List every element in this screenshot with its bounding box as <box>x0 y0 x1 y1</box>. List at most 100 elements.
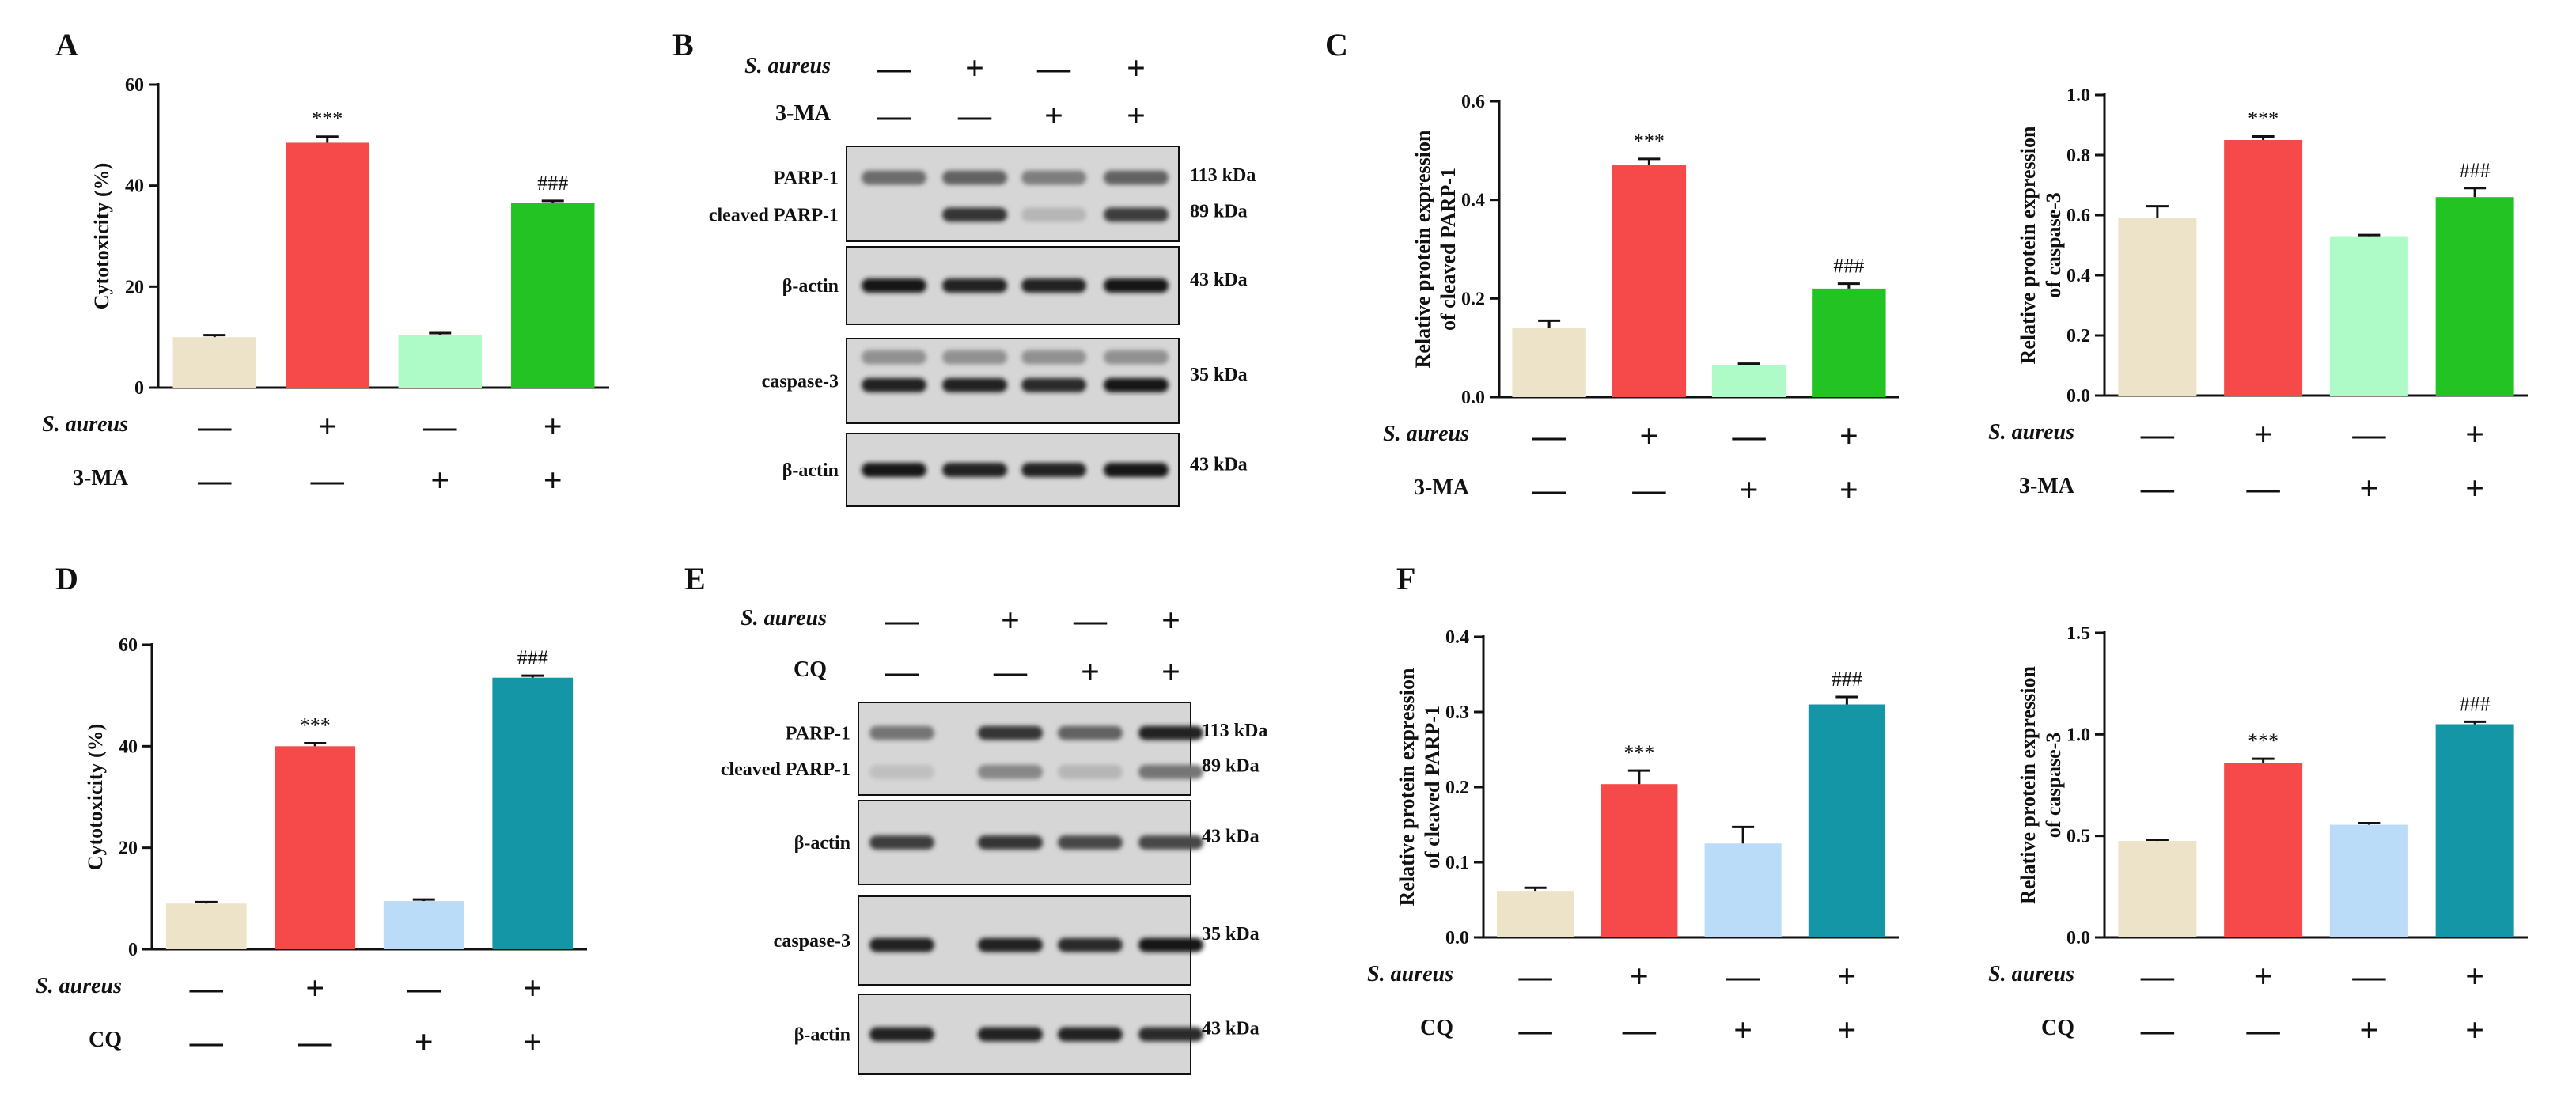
blot-strip: PARP-1 cleaved PARP-1 113 kDa 89 kDa <box>721 702 1267 796</box>
condition-sign: + <box>544 409 563 445</box>
condition-sign: + <box>2465 1013 2484 1049</box>
y-tick-label: 0.0 <box>1445 928 1469 948</box>
blot-condition-sign: + <box>1161 654 1180 691</box>
condition-label: CQ <box>89 1028 122 1052</box>
y-tick-label: 0 <box>128 940 138 960</box>
condition-sign: — <box>310 463 345 499</box>
y-axis-label-line: of cleaved PARP-1 <box>1421 706 1444 869</box>
blot-kda-label: 43 kDa <box>1190 455 1248 475</box>
condition-sign: — <box>1622 1013 1657 1049</box>
condition-sign: — <box>1518 1013 1553 1049</box>
condition-sign: + <box>318 409 337 445</box>
y-tick-label: 0.4 <box>1461 191 1485 211</box>
blot-band <box>942 278 1007 293</box>
significance-label: *** <box>312 108 343 131</box>
condition-sign: — <box>2140 471 2175 507</box>
condition-sign: — <box>407 971 441 1007</box>
blot-kda-label: 43 kDa <box>1202 827 1260 847</box>
condition-sign: — <box>2140 959 2175 995</box>
y-axis-label: Cytotoxicity (%) <box>84 724 107 871</box>
y-tick-label: 60 <box>125 75 144 96</box>
blot-kda-label: 113 kDa <box>1190 165 1256 186</box>
condition-label: S. aureus <box>36 974 122 998</box>
panel-letter-f: F <box>1396 561 1415 596</box>
condition-sign: — <box>1532 418 1566 455</box>
condition-sign: + <box>523 971 542 1007</box>
blot-kda-label: 35 kDa <box>1202 924 1260 945</box>
condition-sign: + <box>1837 1013 1856 1049</box>
y-axis-label-line: of cleaved PARP-1 <box>1437 168 1460 331</box>
blot-band <box>978 764 1043 779</box>
y-tick-label: 0.0 <box>2066 928 2090 948</box>
bar <box>275 746 356 949</box>
panel-letter-b: B <box>672 27 694 62</box>
y-axis-label: Relative protein expression of cleaved PA… <box>1411 130 1460 368</box>
blot-kda-label: 43 kDa <box>1202 1018 1260 1039</box>
significance-label: *** <box>2248 729 2279 752</box>
condition-sign: + <box>2254 959 2273 995</box>
bar <box>2329 824 2408 937</box>
condition-sign: — <box>2351 417 2386 453</box>
blot-band <box>1021 278 1086 293</box>
y-tick-label: 1.0 <box>2066 85 2090 106</box>
bar <box>1711 365 1786 397</box>
condition-sign: — <box>2246 471 2281 507</box>
significance-label: *** <box>1623 741 1654 764</box>
panel-letter-a: A <box>55 27 78 62</box>
bar <box>1808 704 1885 937</box>
blot-condition-sign: + <box>1001 603 1020 639</box>
y-tick-label: 0.2 <box>1445 778 1469 798</box>
blot-band <box>862 278 926 293</box>
bar <box>492 677 574 949</box>
y-tick-label: 40 <box>125 176 144 197</box>
significance-label: ### <box>2460 159 2491 182</box>
condition-label: S. aureus <box>1988 962 2074 986</box>
blot-protein-label: β-actin <box>794 1025 850 1046</box>
condition-label: S. aureus <box>1988 420 2074 445</box>
significance-label: ### <box>1833 255 1864 278</box>
y-tick-label: 0.4 <box>1445 627 1469 648</box>
y-tick-label: 1.0 <box>2066 725 2090 745</box>
condition-sign: — <box>2246 1013 2281 1049</box>
blot-band <box>1138 937 1203 952</box>
blot-band <box>869 764 934 779</box>
condition-sign: — <box>1732 418 1767 455</box>
y-tick-label: 40 <box>119 736 138 757</box>
significance-label: *** <box>300 714 331 736</box>
blot-condition-sign: + <box>965 51 984 87</box>
blot-condition-sign: + <box>1127 51 1146 87</box>
blot-kda-label: 43 kDa <box>1190 270 1248 290</box>
condition-label: CQ <box>1420 1016 1453 1040</box>
condition-sign: + <box>1837 959 1856 995</box>
blot-band <box>1058 1027 1123 1042</box>
significance-label: ### <box>2460 692 2491 715</box>
blot-band <box>942 377 1007 392</box>
blot-kda-label: 89 kDa <box>1190 202 1248 222</box>
blot-panel-b: S. aureus — + — +3-MA — — + + PARP-1 cleaved PARP-… <box>709 51 1256 507</box>
y-axis-label: Relative protein expression of caspase-3 <box>2017 126 2065 364</box>
condition-sign: + <box>1839 472 1858 509</box>
blot-condition-sign: — <box>885 654 919 691</box>
y-axis-label: Cytotoxicity (%) <box>90 163 113 310</box>
condition-sign: — <box>197 409 232 445</box>
blot-condition-sign: — <box>1036 51 1071 87</box>
condition-sign: — <box>197 463 232 499</box>
blot-band <box>1021 350 1086 365</box>
blot-condition-label: S. aureus <box>741 606 827 630</box>
blot-condition-label: CQ <box>794 657 827 682</box>
blot-band <box>1104 377 1169 392</box>
blot-band <box>869 937 934 952</box>
blot-strip: β-actin 43 kDa <box>782 433 1248 507</box>
blot-strip: caspase-3 35 kDa <box>774 895 1260 986</box>
y-tick-label: 0.5 <box>2066 827 2090 847</box>
blot-band <box>978 725 1043 740</box>
bar <box>286 142 369 388</box>
y-tick-label: 20 <box>125 277 144 297</box>
western-blots: S. aureus — + — +3-MA — — + + PARP-1 cleaved PARP-… <box>709 51 1267 1075</box>
blot-protein-label: caspase-3 <box>774 931 850 952</box>
blot-panel-e: S. aureus — + — + CQ — — + + PARP-1 cleaved PARP-1 1… <box>721 603 1267 1075</box>
blot-band <box>1104 207 1169 222</box>
blot-condition-sign: — <box>877 51 911 87</box>
bar <box>1497 891 1574 937</box>
